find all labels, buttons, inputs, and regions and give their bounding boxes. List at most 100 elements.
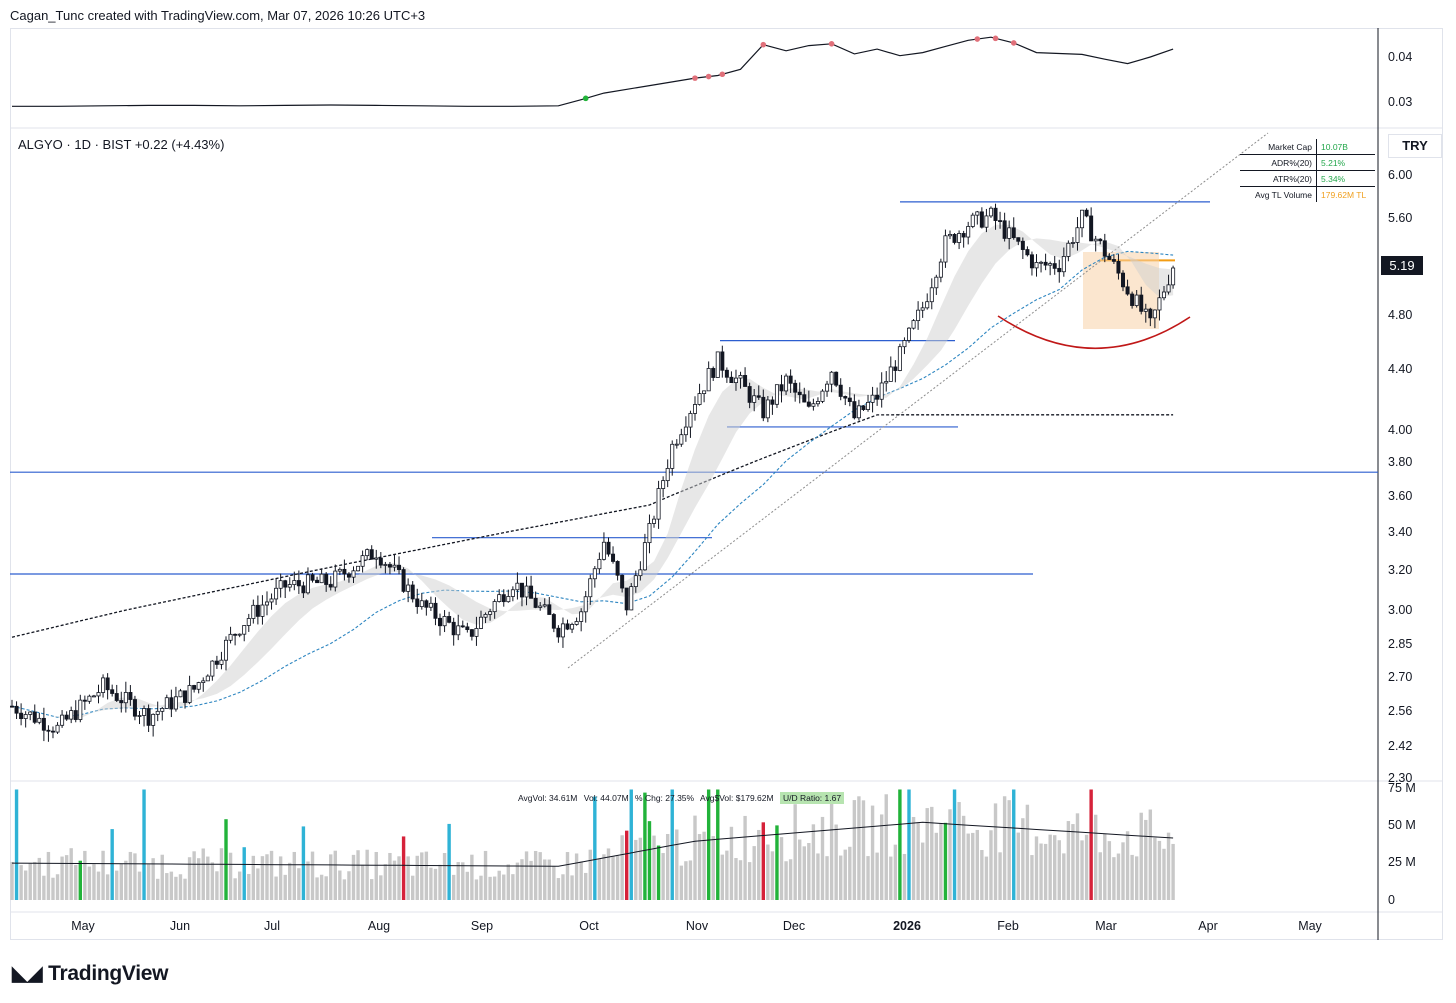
time-axis[interactable]: May Jun Jul Aug Sep Oct Nov Dec 2026 Feb… [0, 919, 1380, 935]
volume-bar [1066, 821, 1071, 900]
volume-bar [615, 855, 620, 900]
currency-button[interactable]: TRY [1388, 134, 1442, 158]
candle-body [592, 568, 597, 580]
candle-body [342, 568, 347, 575]
candle-body [1152, 309, 1157, 319]
percent-change: % Chg: 27.35% [635, 793, 695, 803]
volume-bar [1057, 840, 1061, 900]
candle-body [82, 699, 87, 702]
volume-bar [511, 874, 515, 900]
volume-bar [1121, 842, 1125, 900]
candle-body [615, 561, 620, 576]
volume-bar [233, 878, 237, 900]
volume-bar [64, 855, 69, 900]
candle-body [843, 396, 848, 399]
candle-body [55, 724, 60, 733]
volume-bar [816, 853, 820, 900]
volume-bar [743, 815, 747, 900]
candle-body [611, 553, 616, 562]
tradingview-logo[interactable]: ◣◢ TradingView [12, 961, 168, 986]
candle-body [934, 276, 939, 289]
volume-bar [251, 855, 256, 900]
volume-bar [638, 837, 643, 900]
candle-body [1039, 261, 1044, 264]
symbol-legend[interactable]: ALGYO · 1D · BIST +0.22 (+4.43%) [18, 137, 224, 152]
candle-body [219, 659, 224, 665]
volume-bar [1162, 848, 1166, 900]
candle-body [210, 660, 215, 677]
volume-bar [879, 814, 884, 900]
candle-body [770, 399, 775, 405]
volume-bar [379, 875, 383, 900]
volume-bar [647, 821, 652, 900]
candle-body [693, 404, 698, 414]
volume-bar [146, 864, 151, 900]
volume-tick: 50 M [1388, 818, 1416, 832]
candle-body [110, 689, 115, 694]
volume-bar [406, 856, 410, 900]
volume-bar [306, 861, 310, 900]
volume-bar [625, 830, 629, 900]
candle-body [346, 573, 351, 578]
candle-body [875, 394, 880, 400]
month-label: Jul [264, 919, 280, 933]
candle-body [9, 705, 14, 708]
stats-value: 5.21% [1316, 154, 1375, 171]
candle-body [14, 705, 19, 714]
volume-bar [124, 860, 128, 900]
volume-bar [74, 864, 78, 900]
volume-bar [201, 848, 205, 900]
volume-bar [711, 836, 715, 900]
volume-bar [697, 834, 702, 900]
volume-bar [561, 874, 565, 900]
volume-bar [1034, 836, 1039, 900]
volume-bar [720, 854, 725, 900]
candle-body [774, 384, 779, 405]
volume-bar [952, 789, 957, 900]
volume-bar [206, 856, 210, 900]
volume-bar [716, 789, 720, 900]
volume-bar [588, 849, 592, 900]
volume-bar [902, 853, 907, 900]
volume-bar [451, 874, 456, 900]
candle-body [114, 693, 119, 701]
candle-body [829, 371, 834, 385]
volume-bar [984, 856, 989, 900]
volume-bar [137, 871, 142, 900]
volume-bar [142, 789, 146, 900]
volume-bar [811, 824, 816, 900]
volume-bar [911, 816, 916, 900]
candle-body [419, 600, 424, 608]
candle-body [428, 602, 433, 608]
candle-body [547, 604, 552, 615]
candle-body [1089, 215, 1094, 242]
month-label: Feb [997, 919, 1019, 933]
volume-average-line [11, 821, 1174, 867]
stats-value: 179.62M TL [1321, 189, 1367, 200]
candle-body [46, 729, 51, 732]
volume-bar [60, 856, 64, 900]
volume-bar [943, 822, 948, 900]
volume-bar [1039, 843, 1043, 900]
month-label: 2026 [893, 919, 921, 933]
volume-bar [483, 850, 488, 900]
candle-body [784, 375, 789, 392]
volume-bar [33, 861, 37, 900]
candle-body [23, 714, 28, 719]
indicator-tick: 0.04 [1388, 50, 1412, 64]
stats-row: ADR%(20) 5.21% [1240, 154, 1375, 171]
candle-body [201, 680, 206, 683]
candle-body [702, 390, 707, 394]
candle-body [633, 575, 638, 588]
volume-bar [1012, 789, 1016, 900]
volume-bar [766, 844, 770, 900]
candle-body [670, 443, 675, 469]
volume-bar [875, 852, 879, 900]
volume-bar [365, 849, 369, 900]
candle-body [415, 598, 420, 608]
candle-body [1130, 293, 1135, 306]
candle-body [920, 307, 925, 311]
candle-body [515, 582, 520, 591]
candle-body [838, 384, 843, 397]
